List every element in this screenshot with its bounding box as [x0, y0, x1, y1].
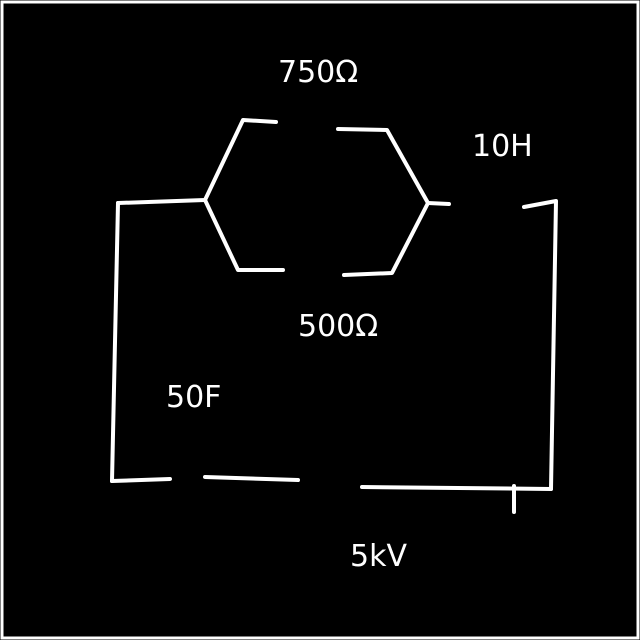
wire-top-left [116, 198, 207, 205]
wire-bottom-left [110, 477, 172, 483]
label-capacitor: 50F [166, 380, 221, 415]
wire-junction-right [426, 201, 451, 206]
branch-upper-right [336, 127, 430, 205]
wire-bottom-middle [203, 475, 300, 482]
wire-left [110, 201, 120, 483]
branch-lower-left [203, 198, 285, 272]
label-resistor-750: 750Ω [278, 55, 358, 90]
label-resistor-500: 500Ω [298, 309, 378, 344]
wire-right [522, 199, 558, 491]
label-source: 5kV [350, 539, 407, 574]
branch-upper-left [203, 118, 278, 202]
branch-lower-right [342, 201, 430, 277]
label-inductor: 10H [472, 129, 533, 164]
wire-bottom-right [360, 485, 553, 491]
